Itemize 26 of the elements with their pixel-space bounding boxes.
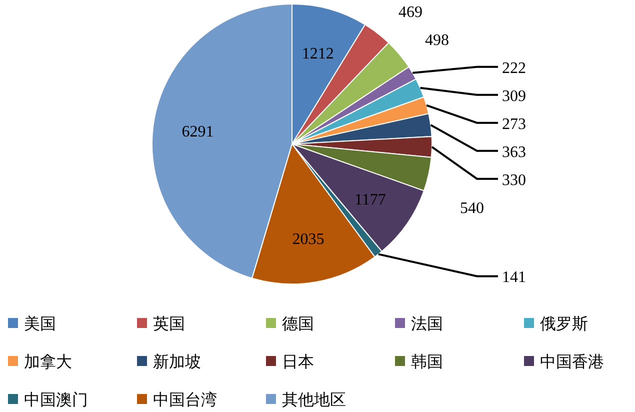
legend-label: 英国: [153, 315, 185, 333]
data-label: 469: [398, 4, 422, 21]
data-label: 222: [502, 60, 526, 77]
data-label: 1177: [354, 191, 386, 208]
data-label: 309: [502, 88, 526, 105]
data-label: 141: [502, 269, 526, 286]
legend-label: 中国香港: [540, 353, 604, 371]
legend-label: 美国: [24, 315, 56, 333]
data-label: 330: [502, 172, 526, 189]
legend-label: 日本: [282, 353, 314, 371]
legend-label: 俄罗斯: [540, 315, 588, 333]
legend-label: 加拿大: [24, 353, 72, 371]
legend-label: 新加坡: [153, 353, 201, 371]
legend-label: 中国台湾: [153, 391, 217, 409]
data-label: 540: [460, 200, 484, 217]
data-label: 363: [502, 144, 526, 161]
legend-label: 其他地区: [282, 391, 346, 409]
data-label: 273: [502, 116, 526, 133]
data-label: 2035: [292, 230, 324, 248]
data-label: 498: [424, 32, 449, 49]
legend-label: 法国: [411, 315, 443, 333]
legend-label: 德国: [282, 316, 314, 333]
legend-label: 韩国: [411, 353, 443, 371]
legend-label: 中国澳门: [24, 391, 88, 409]
data-label: 6291: [182, 123, 214, 140]
data-label: 1212: [302, 45, 334, 62]
